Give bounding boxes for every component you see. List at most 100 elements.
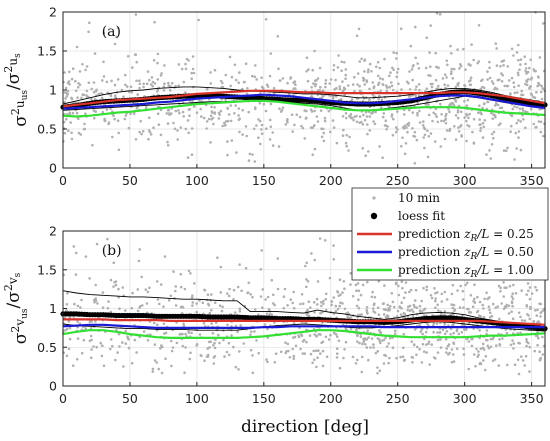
scatter-point — [207, 117, 211, 121]
scatter-point — [71, 67, 75, 70]
scatter-point — [95, 345, 98, 349]
scatter-point — [365, 308, 369, 312]
panel-a: 0 50 100 150 200 250 300 350 0 0.5 1 1.5 2 (a) σ2uus/σ… — [2, 5, 548, 188]
scatter-point — [171, 346, 175, 349]
scatter-point — [228, 55, 232, 59]
legend-label: prediction zR/L = 0.50 — [398, 245, 534, 262]
scatter-point — [368, 87, 371, 91]
scatter-point — [443, 83, 446, 86]
scatter-point — [344, 328, 348, 331]
scatter-point — [67, 80, 71, 83]
scatter-point — [510, 300, 514, 304]
scatter-point — [247, 281, 251, 285]
scatter-point — [335, 347, 339, 351]
scatter-point — [338, 87, 342, 91]
scatter-point — [476, 295, 479, 299]
scatter-point — [450, 101, 454, 105]
scatter-point — [324, 335, 328, 339]
scatter-point — [221, 85, 225, 89]
scatter-point — [313, 49, 316, 53]
scatter-point — [335, 86, 338, 90]
scatter-point — [415, 353, 418, 357]
scatter-point — [211, 331, 215, 335]
scatter-point — [101, 344, 104, 348]
scatter-point — [435, 12, 439, 15]
scatter-point — [524, 110, 528, 113]
scatter-point — [512, 342, 516, 345]
scatter-point — [324, 308, 328, 312]
scatter-point — [401, 355, 405, 359]
scatter-point — [370, 70, 373, 73]
scatter-point — [418, 309, 422, 313]
scatter-point — [92, 91, 96, 94]
scatter-point — [416, 62, 420, 65]
scatter-point — [502, 307, 506, 311]
scatter-point — [190, 77, 193, 80]
scatter-point — [265, 83, 269, 86]
scatter-point — [90, 320, 93, 323]
scatter-point — [380, 106, 383, 109]
scatter-point — [87, 81, 91, 85]
scatter-point — [342, 128, 345, 132]
scatter-point — [412, 134, 415, 138]
scatter-point — [481, 106, 484, 110]
scatter-point — [94, 110, 98, 113]
scatter-point — [440, 300, 444, 303]
scatter-point — [384, 354, 388, 358]
x-tick-label: 300 — [453, 391, 477, 406]
scatter-point — [540, 97, 544, 101]
scatter-point — [158, 302, 161, 306]
scatter-point — [88, 277, 91, 280]
scatter-point — [334, 309, 338, 313]
scatter-point — [223, 355, 226, 358]
scatter-point — [305, 312, 308, 316]
scatter-point — [82, 127, 86, 131]
scatter-point — [386, 316, 390, 320]
scatter-point — [477, 350, 480, 353]
scatter-point — [226, 153, 229, 157]
scatter-point — [71, 364, 75, 368]
scatter-point — [521, 107, 524, 110]
scatter-point — [450, 303, 454, 306]
scatter-point — [416, 101, 420, 105]
scatter-point — [366, 132, 369, 136]
scatter-point — [162, 89, 166, 92]
scatter-point — [262, 102, 266, 106]
scatter-point — [465, 119, 468, 123]
scatter-point — [524, 69, 527, 73]
scatter-point — [344, 141, 348, 145]
scatter-point — [486, 78, 489, 81]
scatter-point — [343, 307, 347, 311]
scatter-point — [488, 76, 492, 80]
scatter-point — [334, 333, 338, 336]
y-tick-label: 1.5 — [37, 262, 57, 277]
x-tick-label: 0 — [59, 173, 67, 188]
scatter-point — [160, 344, 163, 347]
scatter-point — [456, 289, 459, 292]
scatter-point — [381, 115, 385, 119]
scatter-point — [457, 126, 460, 129]
scatter-point — [155, 361, 158, 364]
scatter-point — [360, 57, 363, 61]
scatter-point — [420, 328, 424, 331]
scatter-point — [533, 309, 537, 312]
scatter-point — [482, 315, 486, 319]
scatter-point — [452, 331, 456, 335]
scatter-point — [384, 119, 388, 122]
scatter-point — [309, 352, 313, 356]
scatter-point — [422, 350, 426, 353]
scatter-point — [519, 63, 522, 66]
scatter-point — [336, 352, 339, 356]
scatter-point — [331, 119, 335, 122]
scatter-point — [138, 86, 141, 90]
x-tick-label: 50 — [122, 173, 138, 188]
scatter-point — [515, 121, 518, 125]
scatter-point — [213, 106, 216, 109]
scatter-point — [419, 330, 423, 334]
scatter-point — [320, 127, 323, 130]
panel-label: (a) — [102, 24, 121, 40]
scatter-point — [102, 31, 106, 35]
scatter-point — [414, 288, 418, 292]
scatter-point — [435, 115, 439, 118]
scatter-point — [226, 106, 229, 110]
